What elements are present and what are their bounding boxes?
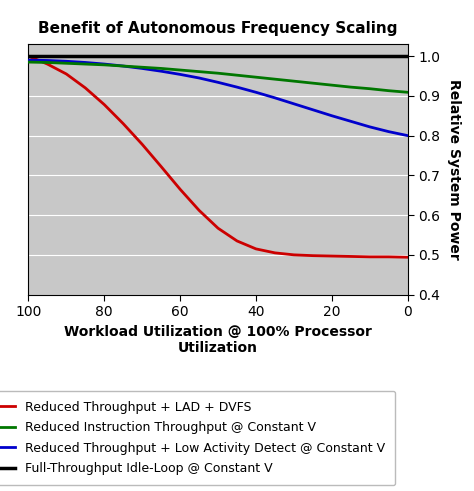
Title: Benefit of Autonomous Frequency Scaling: Benefit of Autonomous Frequency Scaling [38, 21, 398, 36]
X-axis label: Workload Utilization @ 100% Processor
Utilization: Workload Utilization @ 100% Processor Ut… [64, 325, 372, 355]
Y-axis label: Relative System Power: Relative System Power [447, 79, 461, 260]
Legend: Reduced Throughput + LAD + DVFS, Reduced Instruction Throughput @ Constant V, Re: Reduced Throughput + LAD + DVFS, Reduced… [0, 391, 395, 486]
